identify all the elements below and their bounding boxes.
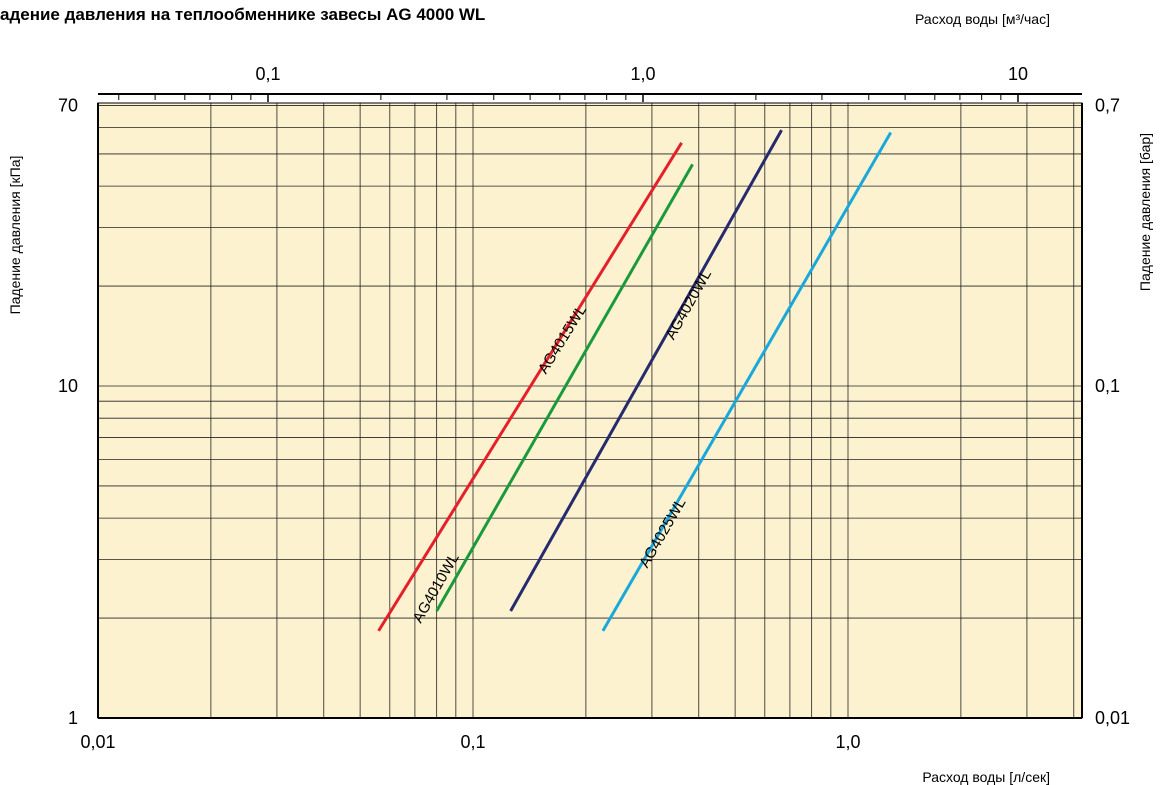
right-y-axis-label: Падение давления [бар] <box>1137 133 1153 291</box>
top-x-axis-label: Расход воды [м³/час] <box>915 11 1050 27</box>
right-y-tick-label: 0,7 <box>1095 95 1120 115</box>
plot-area <box>98 103 1082 718</box>
x-tick-label: 1,0 <box>835 732 860 752</box>
series <box>377 129 893 632</box>
x-tick-label: 0,1 <box>460 732 485 752</box>
right-y-tick-label: 0,01 <box>1095 708 1130 728</box>
series-line <box>377 142 683 632</box>
chart-title: адение давления на теплообменнике завесы… <box>0 5 485 24</box>
series-line <box>601 131 893 632</box>
x-axis-label: Расход воды [л/сек] <box>922 769 1050 785</box>
y-axis-label: Падение давления [кПа] <box>7 156 23 315</box>
grid <box>98 103 1082 718</box>
right-y-tick-label: 0,1 <box>1095 376 1120 396</box>
x-tick-label: 0,01 <box>80 732 115 752</box>
y-tick-label: 10 <box>58 376 78 396</box>
series-line <box>509 129 783 612</box>
axes <box>97 93 1083 719</box>
y-tick-label: 70 <box>58 95 78 115</box>
plot-background <box>98 103 1082 718</box>
top-x-tick-label: 1,0 <box>630 64 655 84</box>
y-tick-label: 1 <box>68 708 78 728</box>
top-x-tick-label: 10 <box>1008 64 1028 84</box>
top-x-tick-label: 0,1 <box>255 64 280 84</box>
series-line <box>435 163 694 612</box>
